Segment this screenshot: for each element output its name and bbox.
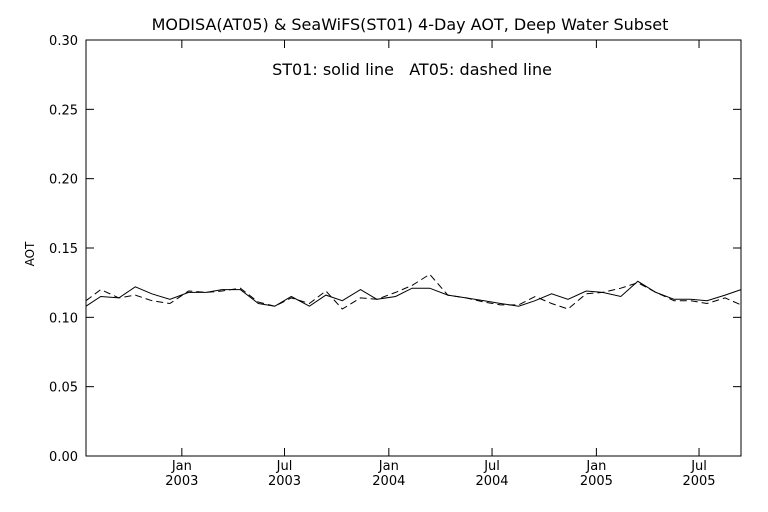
x-tick-label-month: Jul xyxy=(276,459,293,474)
y-tick-label: 0.10 xyxy=(49,311,78,326)
x-tick-label-month: Jan xyxy=(378,459,399,474)
axes xyxy=(85,39,742,457)
y-tick-label: 0.20 xyxy=(49,173,78,188)
x-tick-label-month: Jul xyxy=(690,459,707,474)
y-tick-label: 0.25 xyxy=(49,103,78,118)
data-series xyxy=(85,273,742,310)
series-line-at05 xyxy=(85,273,742,310)
y-axis-label: AOT xyxy=(23,241,37,266)
y-tick-label: 0.00 xyxy=(49,450,78,465)
axis-ticks: 0.000.050.100.150.200.250.30Jan2003Jul20… xyxy=(49,34,741,489)
x-tick-label-year: 2004 xyxy=(475,474,508,489)
x-tick-label-year: 2003 xyxy=(268,474,301,489)
x-tick-label-year: 2003 xyxy=(165,474,198,489)
x-tick-label-month: Jan xyxy=(171,459,192,474)
series-line-st01 xyxy=(85,280,742,307)
x-tick-label-year: 2004 xyxy=(372,474,405,489)
y-tick-label: 0.30 xyxy=(49,34,78,49)
y-tick-label: 0.15 xyxy=(49,242,78,257)
plot-frame xyxy=(85,39,742,457)
y-tick-label: 0.05 xyxy=(49,381,78,396)
chart-title: MODISA(AT05) & SeaWiFS(ST01) 4-Day AOT, … xyxy=(152,15,669,34)
x-tick-label-month: Jul xyxy=(483,459,500,474)
x-tick-label-year: 2005 xyxy=(682,474,715,489)
x-tick-label-year: 2005 xyxy=(580,474,613,489)
line-style-annotation: ST01: solid line AT05: dashed line xyxy=(272,60,552,79)
x-tick-label-month: Jan xyxy=(585,459,606,474)
